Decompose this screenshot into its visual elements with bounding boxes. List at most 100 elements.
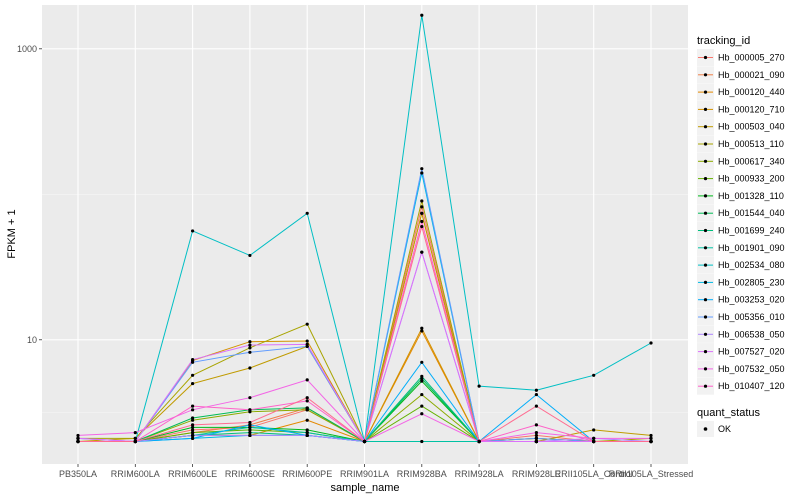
data-point bbox=[649, 439, 653, 444]
legend-item: Hb_007532_050 bbox=[697, 360, 785, 378]
legend-label: Hb_005356_010 bbox=[718, 312, 785, 322]
data-point bbox=[305, 339, 309, 343]
data-point bbox=[248, 346, 252, 350]
grid-lines bbox=[42, 5, 688, 464]
legend-item: Hb_001699_240 bbox=[697, 222, 785, 239]
data-point bbox=[248, 340, 252, 344]
legend-item: Hb_000503_040 bbox=[697, 118, 785, 136]
legend-item: Hb_007527_020 bbox=[697, 343, 785, 361]
legend-key-point bbox=[703, 228, 708, 233]
data-point bbox=[592, 373, 596, 377]
data-point bbox=[305, 418, 309, 422]
legend-key-point bbox=[703, 142, 708, 146]
legend-key-point bbox=[703, 298, 708, 302]
legend-item: Hb_005356_010 bbox=[697, 308, 785, 326]
data-point bbox=[649, 341, 653, 345]
data-point bbox=[420, 171, 424, 175]
data-point bbox=[248, 420, 252, 425]
data-point bbox=[534, 388, 539, 392]
data-point bbox=[649, 436, 653, 440]
legend-key-point bbox=[703, 194, 708, 198]
data-point bbox=[305, 396, 309, 400]
data-point bbox=[420, 329, 424, 333]
legend-item: Hb_001901_090 bbox=[697, 239, 785, 257]
data-point bbox=[305, 406, 309, 410]
legend-item: Hb_000120_440 bbox=[697, 83, 785, 101]
data-point bbox=[191, 428, 195, 432]
legend-status-point bbox=[703, 427, 708, 431]
x-tick-label: PB350LA bbox=[59, 469, 97, 479]
legend-item: Hb_000933_200 bbox=[697, 170, 785, 188]
data-point bbox=[305, 211, 309, 215]
legend: tracking_id Hb_000005_270Hb_000021_090Hb… bbox=[697, 35, 785, 437]
data-point bbox=[592, 439, 596, 444]
data-points bbox=[76, 13, 653, 444]
legend-label: Hb_007527_020 bbox=[718, 347, 785, 357]
legend-item: Hb_000005_270 bbox=[697, 49, 785, 66]
legend-key-point bbox=[703, 125, 708, 129]
data-point bbox=[592, 428, 596, 432]
data-point bbox=[248, 396, 252, 400]
data-point bbox=[534, 392, 539, 397]
data-point bbox=[191, 416, 195, 420]
data-point bbox=[305, 322, 309, 326]
x-tick-label: RRII105LA_Stressed bbox=[609, 469, 694, 479]
data-point bbox=[191, 431, 195, 435]
legend-label: Hb_001328_110 bbox=[718, 191, 784, 201]
legend-status-title: quant_status bbox=[697, 407, 760, 419]
data-point bbox=[420, 374, 424, 379]
data-point bbox=[420, 377, 424, 381]
y-axis-title: FPKM + 1 bbox=[6, 209, 18, 258]
x-tick-label: RRIM928LE bbox=[512, 469, 561, 479]
data-point bbox=[305, 378, 309, 382]
legend-label: Hb_002805_230 bbox=[718, 277, 785, 287]
legend-key-point bbox=[703, 107, 708, 111]
data-point bbox=[133, 436, 137, 440]
legend-label: Hb_003253_020 bbox=[718, 295, 785, 305]
legend-label: Hb_001699_240 bbox=[718, 226, 785, 236]
data-point bbox=[420, 404, 424, 408]
data-point bbox=[649, 433, 653, 438]
legend-key-point bbox=[703, 280, 708, 284]
data-point bbox=[420, 13, 424, 17]
legend-label: Hb_000617_340 bbox=[718, 156, 785, 166]
data-point bbox=[248, 431, 252, 435]
data-point bbox=[420, 439, 424, 444]
legend-key-point bbox=[703, 159, 708, 163]
legend-item: Hb_001544_040 bbox=[697, 204, 785, 222]
legend-item: Hb_001328_110 bbox=[697, 187, 784, 205]
data-point bbox=[248, 253, 252, 258]
legend-label: Hb_010407_120 bbox=[718, 381, 785, 391]
legend-label: Hb_002534_080 bbox=[718, 260, 785, 270]
data-point bbox=[191, 381, 195, 386]
y-tick-label: 10 bbox=[27, 335, 37, 345]
data-point bbox=[248, 423, 252, 427]
legend-item: Hb_002534_080 bbox=[697, 256, 785, 274]
legend-items: Hb_000005_270 Hb_000021_090 Hb_000120_440 H… bbox=[697, 49, 785, 395]
data-point bbox=[191, 425, 195, 429]
legend-key-point bbox=[703, 350, 708, 354]
x-tick-label: RRII105LA_Control bbox=[555, 469, 633, 479]
legend-item: Hb_000513_110 bbox=[697, 135, 784, 153]
legend-label: Hb_000120_710 bbox=[718, 104, 785, 114]
legend-label: Hb_000933_200 bbox=[718, 174, 785, 184]
legend-item: Hb_010407_120 bbox=[697, 377, 785, 395]
legend-label: Hb_001544_040 bbox=[718, 208, 785, 218]
legend-label: Hb_006538_050 bbox=[718, 329, 785, 339]
data-point bbox=[534, 433, 539, 438]
data-point bbox=[248, 350, 252, 354]
data-point bbox=[534, 439, 539, 444]
legend-label: Hb_000005_270 bbox=[718, 53, 785, 63]
data-point bbox=[191, 358, 195, 362]
legend-label: Hb_000021_090 bbox=[718, 70, 785, 80]
data-point bbox=[133, 431, 137, 435]
data-point bbox=[191, 229, 195, 233]
legend-item: Hb_006538_050 bbox=[697, 325, 785, 343]
data-point bbox=[248, 408, 252, 412]
data-point bbox=[420, 379, 424, 383]
x-tick-label: RRIM600LA bbox=[111, 469, 160, 479]
data-point bbox=[592, 436, 596, 440]
legend-label: Hb_000513_110 bbox=[718, 139, 784, 149]
data-point bbox=[248, 343, 252, 347]
data-point bbox=[420, 224, 424, 229]
